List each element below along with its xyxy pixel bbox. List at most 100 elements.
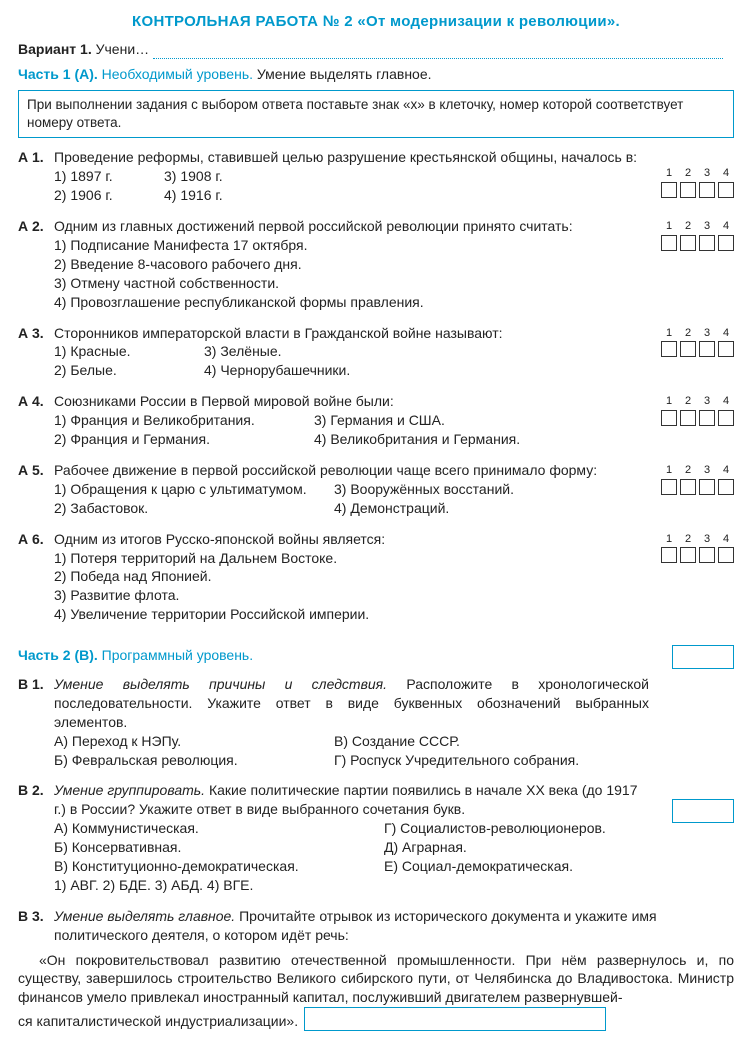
- box-num: 4: [718, 166, 734, 181]
- quote-text: «Он покровительствовал развитию отечеств…: [18, 951, 734, 1008]
- answer-checkbox[interactable]: [718, 410, 734, 426]
- q-text: Одним из главных достижений первой росси…: [54, 217, 734, 236]
- q-text: Умение группировать. Какие политические …: [54, 781, 734, 819]
- q-label: В 3.: [18, 907, 54, 926]
- answer-checkbox[interactable]: [699, 479, 715, 495]
- box-num: 2: [680, 463, 696, 478]
- combo-options: 1) АВГ. 2) БДЕ. 3) АБД. 4) ВГЕ.: [54, 876, 734, 895]
- quote-text-end: ся капиталистической индустриализации».: [18, 1012, 298, 1031]
- answer-checkbox[interactable]: [661, 547, 677, 563]
- student-name-line[interactable]: [153, 58, 723, 59]
- answer-checkbox[interactable]: [718, 547, 734, 563]
- option: 2) Забастовок.: [54, 499, 334, 518]
- answer-checkbox[interactable]: [680, 182, 696, 198]
- option: 2) Введение 8-часового рабочего дня.: [54, 255, 649, 274]
- question-a5: А 5. Рабочее движение в первой российско…: [18, 461, 734, 518]
- option: Г) Социалистов-революционеров.: [384, 819, 649, 838]
- q-text: Проведение реформы, ставившей целью разр…: [54, 148, 734, 167]
- instruction-box: При выполнении задания с выбором ответа …: [18, 90, 734, 138]
- answer-checkbox[interactable]: [699, 410, 715, 426]
- option: 3) Развитие флота.: [54, 586, 649, 605]
- option: 4) Чернорубашечники.: [204, 361, 649, 380]
- option: А) Коммунистическая.: [54, 819, 384, 838]
- answer-checkbox[interactable]: [661, 479, 677, 495]
- option: 1) Красные.: [54, 342, 204, 361]
- box-num: 1: [661, 166, 677, 181]
- answer-checkbox[interactable]: [680, 547, 696, 563]
- option: 4) Великобритания и Германия.: [314, 430, 649, 449]
- option: 2) Белые.: [54, 361, 204, 380]
- option: 4) Провозглашение республиканской формы …: [54, 293, 649, 312]
- student-label: Учени…: [96, 41, 150, 57]
- answer-checkbox[interactable]: [661, 341, 677, 357]
- q-text: Умение выделять главное. Прочитайте отры…: [54, 907, 734, 945]
- option: 3) Вооружённых восстаний.: [334, 480, 649, 499]
- option: В) Создание СССР.: [334, 732, 649, 751]
- option: 2) Победа над Японией.: [54, 567, 649, 586]
- answer-checkbox[interactable]: [718, 341, 734, 357]
- answer-input-box[interactable]: [672, 645, 734, 669]
- option: Д) Аграрная.: [384, 838, 649, 857]
- q-text: Союзниками России в Первой мировой войне…: [54, 392, 734, 411]
- answer-boxes: 1 2 3 4: [661, 166, 734, 198]
- part2-header: Часть 2 (В). Программный уровень.: [18, 646, 734, 665]
- answer-checkbox[interactable]: [680, 341, 696, 357]
- box-num: 2: [680, 166, 696, 181]
- box-num: 2: [680, 219, 696, 234]
- q-label: А 5.: [18, 461, 54, 480]
- option: 1) Подписание Манифеста 17 октября.: [54, 236, 649, 255]
- q-text: Одним из итогов Русско-японской войны яв…: [54, 530, 734, 549]
- answer-checkbox[interactable]: [661, 182, 677, 198]
- option: 2) 1906 г.: [54, 186, 164, 205]
- question-a3: А 3. Сторонников императорской власти в …: [18, 324, 734, 381]
- part1-label: Часть 1 (А).: [18, 66, 98, 82]
- box-num: 3: [699, 463, 715, 478]
- answer-checkbox[interactable]: [680, 410, 696, 426]
- worksheet-title: КОНТРОЛЬНАЯ РАБОТА № 2 «От модернизации …: [18, 12, 734, 32]
- q-label: В 1.: [18, 675, 54, 694]
- answer-checkbox[interactable]: [699, 341, 715, 357]
- answer-checkbox[interactable]: [718, 182, 734, 198]
- variant-line: Вариант 1. Учени…: [18, 40, 734, 59]
- answer-checkbox[interactable]: [699, 235, 715, 251]
- option: 1) Обращения к царю с ультиматумом.: [54, 480, 334, 499]
- q-label: А 2.: [18, 217, 54, 236]
- option: 3) Отмену частной собственности.: [54, 274, 649, 293]
- q-label: А 1.: [18, 148, 54, 167]
- answer-boxes: 1 2 3 4: [661, 219, 734, 251]
- answer-input-box[interactable]: [304, 1007, 606, 1031]
- option: Г) Роспуск Учредительного собрания.: [334, 751, 649, 770]
- answer-checkbox[interactable]: [680, 479, 696, 495]
- answer-boxes: 1 2 3 4: [661, 463, 734, 495]
- question-a6: А 6. Одним из итогов Русско-японской вой…: [18, 530, 734, 624]
- answer-boxes: 1 2 3 4: [661, 326, 734, 358]
- skill-text: Умение выделять главное.: [54, 908, 235, 924]
- box-num: 3: [699, 394, 715, 409]
- option: А) Переход к НЭПу.: [54, 732, 334, 751]
- box-num: 4: [718, 326, 734, 341]
- box-num: 1: [661, 463, 677, 478]
- option: 4) 1916 г.: [164, 186, 649, 205]
- box-num: 4: [718, 219, 734, 234]
- box-num: 3: [699, 326, 715, 341]
- answer-checkbox[interactable]: [661, 410, 677, 426]
- option: В) Конституционно-демократическая.: [54, 857, 384, 876]
- answer-checkbox[interactable]: [718, 235, 734, 251]
- q-text: Сторонников императорской власти в Гражд…: [54, 324, 734, 343]
- answer-checkbox[interactable]: [680, 235, 696, 251]
- q-label: В 2.: [18, 781, 54, 800]
- part1-header: Часть 1 (А). Необходимый уровень. Умение…: [18, 65, 734, 84]
- q-label: А 6.: [18, 530, 54, 549]
- variant-label: Вариант 1.: [18, 41, 92, 57]
- answer-checkbox[interactable]: [699, 182, 715, 198]
- answer-checkbox[interactable]: [661, 235, 677, 251]
- q-label: А 3.: [18, 324, 54, 343]
- box-num: 2: [680, 532, 696, 547]
- option: 2) Франция и Германия.: [54, 430, 314, 449]
- answer-input-box[interactable]: [672, 799, 734, 823]
- option: 1) 1897 г.: [54, 167, 164, 186]
- option: 1) Франция и Великобритания.: [54, 411, 314, 430]
- question-a4: А 4. Союзниками России в Первой мировой …: [18, 392, 734, 449]
- answer-checkbox[interactable]: [718, 479, 734, 495]
- answer-checkbox[interactable]: [699, 547, 715, 563]
